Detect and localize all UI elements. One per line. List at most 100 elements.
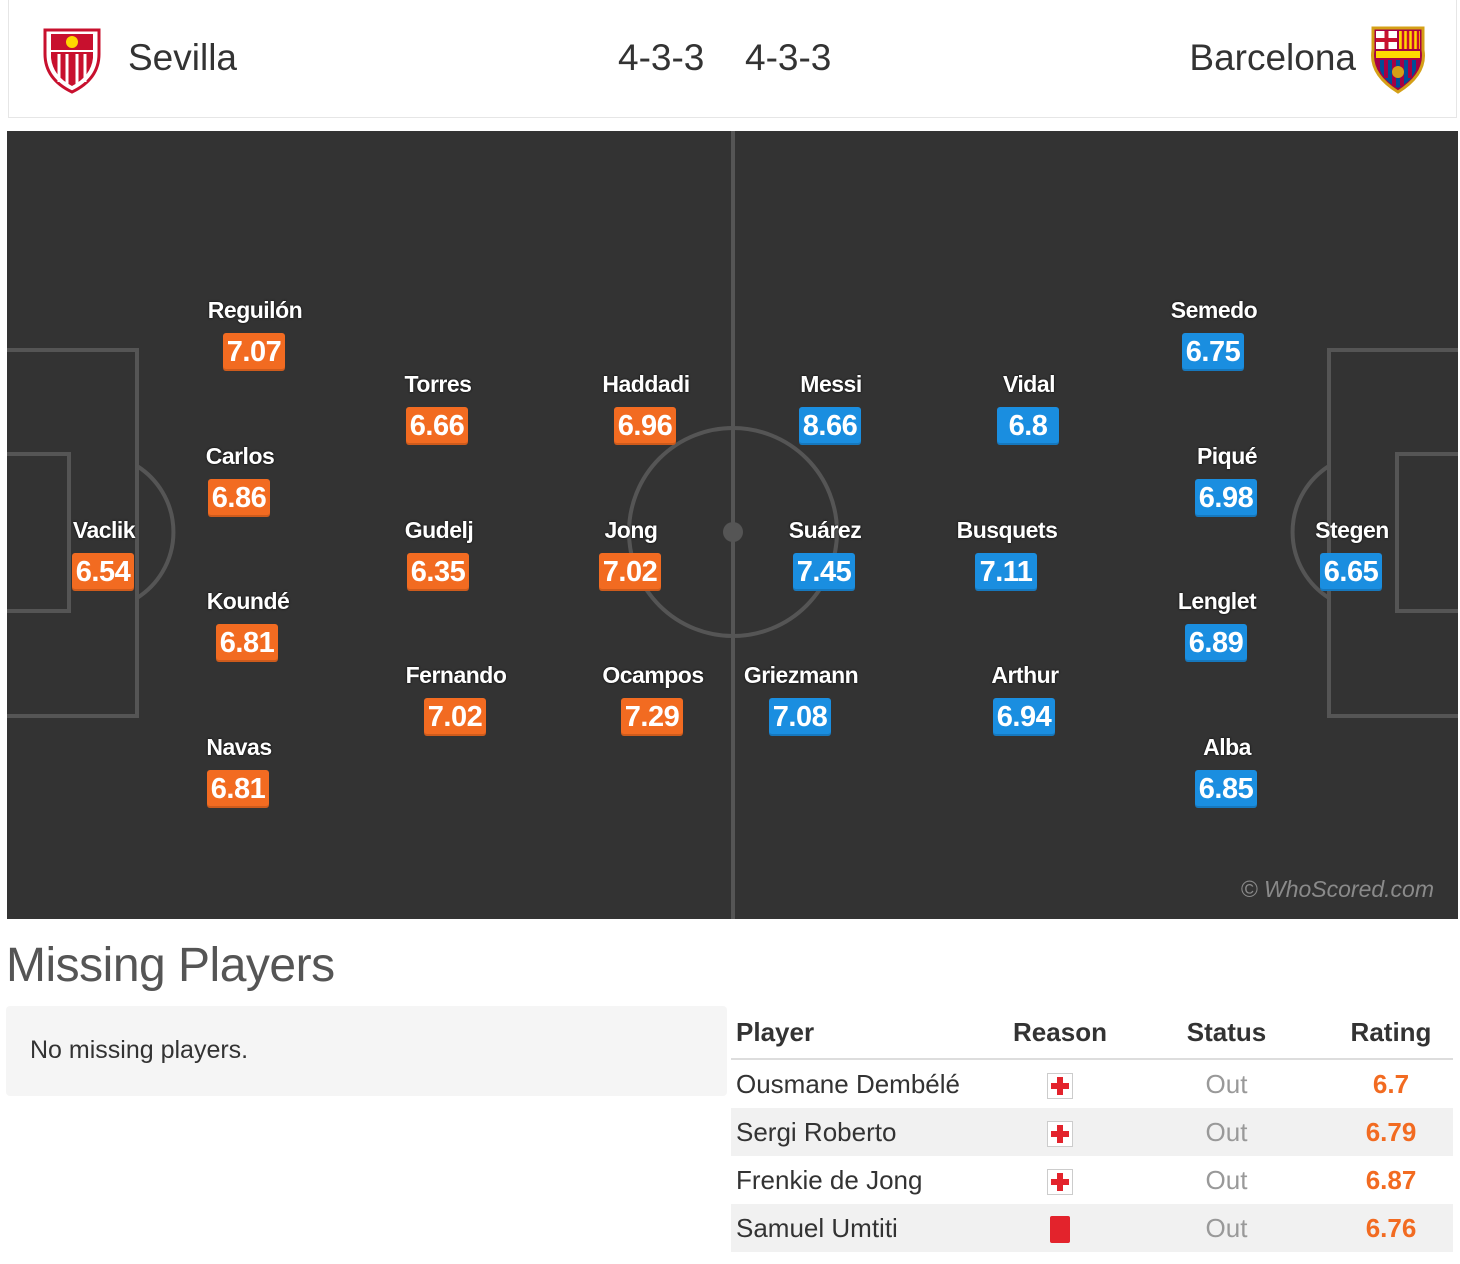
away-team-name[interactable]: Barcelona (1189, 37, 1356, 78)
player-name: Alba (1203, 734, 1251, 760)
player-rating: 6.54 (72, 553, 134, 591)
away-player-busquets[interactable]: Busquets 7.11 (937, 517, 1077, 597)
home-player-gudelj[interactable]: Gudelj 6.35 (369, 517, 509, 597)
missing-players-title: Missing Players (6, 939, 335, 992)
player-rating: 7.02 (599, 553, 661, 591)
rating-cell: 6.87 (1365, 1164, 1417, 1195)
player-name: Carlos (205, 443, 275, 469)
player-rating: 6.96 (614, 407, 676, 445)
red-card-icon[interactable] (1050, 1216, 1070, 1244)
home-player-ocampos[interactable]: Ocampos 7.29 (583, 662, 723, 742)
away-player-lenglet[interactable]: Lenglet 6.89 (1147, 588, 1287, 668)
player-name: Griezmann (743, 662, 859, 688)
home-team-name[interactable]: Sevilla (128, 37, 237, 78)
player-rating: 7.08 (769, 698, 831, 736)
column-header-status[interactable]: Status (1124, 1006, 1329, 1060)
injury-icon[interactable] (1047, 1168, 1073, 1195)
player-name: Stegen (1315, 517, 1389, 543)
away-missing-table: Player Reason Status Rating Ousmane Demb… (731, 1006, 1453, 1252)
player-name: Navas (206, 734, 272, 760)
column-header-rating[interactable]: Rating (1329, 1006, 1453, 1060)
away-player-messi[interactable]: Messi 8.66 (761, 371, 901, 451)
table-row: Sergi Roberto Out 6.79 (731, 1108, 1453, 1156)
match-header: Sevilla 4-3-3 4-3-3 Barcelona (8, 0, 1457, 118)
home-player-reguilon[interactable]: Reguilón 7.07 (185, 297, 325, 377)
missing-player-name[interactable]: Ousmane Dembélé (736, 1068, 960, 1099)
no-missing-text: No missing players. (30, 1036, 249, 1064)
injury-icon[interactable] (1047, 1120, 1073, 1147)
player-rating: 6.98 (1195, 479, 1257, 517)
barcelona-crest-icon[interactable] (1367, 24, 1429, 94)
table-row: Ousmane Dembélé Out 6.7 (731, 1059, 1453, 1108)
whoscored-watermark: © WhoScored.com (1240, 876, 1434, 902)
player-name: Piqué (1196, 443, 1258, 469)
reason-cell (996, 1108, 1124, 1156)
column-header-reason[interactable]: Reason (996, 1006, 1124, 1060)
status-cell: Out (1124, 1108, 1329, 1156)
home-player-navas[interactable]: Navas 6.81 (169, 734, 309, 814)
status-cell: Out (1124, 1204, 1329, 1252)
player-name: Busquets (956, 517, 1058, 543)
away-formation: 4-3-3 (745, 37, 832, 78)
missing-player-name[interactable]: Frenkie de Jong (736, 1164, 923, 1195)
away-player-alba[interactable]: Alba 6.85 (1157, 734, 1297, 814)
reason-cell (996, 1204, 1124, 1252)
home-player-fernando[interactable]: Fernando 7.02 (386, 662, 526, 742)
rating-cell: 6.76 (1329, 1204, 1453, 1252)
column-header-player[interactable]: Player (731, 1006, 996, 1060)
home-player-jong[interactable]: Jong 7.02 (561, 517, 701, 597)
away-player-semedo[interactable]: Semedo 6.75 (1144, 297, 1284, 377)
status-cell: Out (1205, 1164, 1248, 1195)
player-name: Fernando (405, 662, 507, 688)
home-missing-panel: No missing players. (6, 1006, 727, 1096)
pitch: Vaclik 6.54 Reguilón 7.07 Carlos 6.86 Ko… (7, 131, 1458, 919)
status-cell: Out (1205, 1068, 1248, 1099)
rating-cell: 6.7 (1372, 1068, 1410, 1099)
table-header-row: Player Reason Status Rating (731, 1006, 1453, 1060)
player-name: Arthur (991, 662, 1059, 688)
away-player-pique[interactable]: Piqué 6.98 (1157, 443, 1297, 523)
player-rating: 7.11 (975, 553, 1037, 591)
player-rating: 6.81 (207, 770, 269, 808)
away-player-suarez[interactable]: Suárez 7.45 (755, 517, 895, 597)
away-player-griezmann[interactable]: Griezmann 7.08 (731, 662, 871, 742)
home-player-kounde[interactable]: Koundé 6.81 (178, 588, 318, 668)
player-rating: 6.65 (1320, 553, 1382, 591)
player-rating: 7.02 (424, 698, 486, 736)
sevilla-crest-icon[interactable] (41, 24, 103, 94)
player-name: Ocampos (602, 662, 704, 688)
player-name: Lenglet (1177, 588, 1257, 614)
player-rating: 6.85 (1195, 770, 1257, 808)
pitch-lines (7, 131, 1458, 919)
player-name: Gudelj (404, 517, 474, 543)
home-player-carlos[interactable]: Carlos 6.86 (170, 443, 310, 523)
away-player-vidal[interactable]: Vidal 6.8 (959, 371, 1099, 451)
table-row: Frenkie de Jong Out 6.87 (731, 1156, 1453, 1204)
player-rating: 8.66 (799, 407, 861, 445)
away-player-stegen[interactable]: Stegen 6.65 (1282, 517, 1422, 597)
player-name: Jong (604, 517, 658, 543)
player-name: Reguilón (207, 297, 303, 323)
home-formation: 4-3-3 (618, 37, 705, 78)
home-player-haddadi[interactable]: Haddadi 6.96 (576, 371, 716, 451)
player-rating: 6.35 (407, 553, 469, 591)
player-name: Torres (404, 371, 472, 397)
player-name: Haddadi (602, 371, 690, 397)
player-name: Vaclik (72, 517, 136, 543)
injury-icon[interactable] (1047, 1072, 1073, 1099)
player-rating: 6.66 (406, 407, 468, 445)
home-player-vaclik[interactable]: Vaclik 6.54 (34, 517, 174, 597)
reason-cell (996, 1059, 1124, 1108)
home-player-torres[interactable]: Torres 6.66 (368, 371, 508, 451)
player-rating: 7.07 (223, 333, 285, 371)
away-player-arthur[interactable]: Arthur 6.94 (955, 662, 1095, 742)
reason-cell (996, 1156, 1124, 1204)
player-name: Koundé (206, 588, 290, 614)
missing-player-name[interactable]: Sergi Roberto (731, 1108, 996, 1156)
missing-player-name[interactable]: Samuel Umtiti (731, 1204, 996, 1252)
player-name: Messi (800, 371, 862, 397)
player-rating: 7.29 (621, 698, 683, 736)
player-rating: 6.81 (216, 624, 278, 662)
player-name: Suárez (788, 517, 862, 543)
rating-cell: 6.79 (1329, 1108, 1453, 1156)
